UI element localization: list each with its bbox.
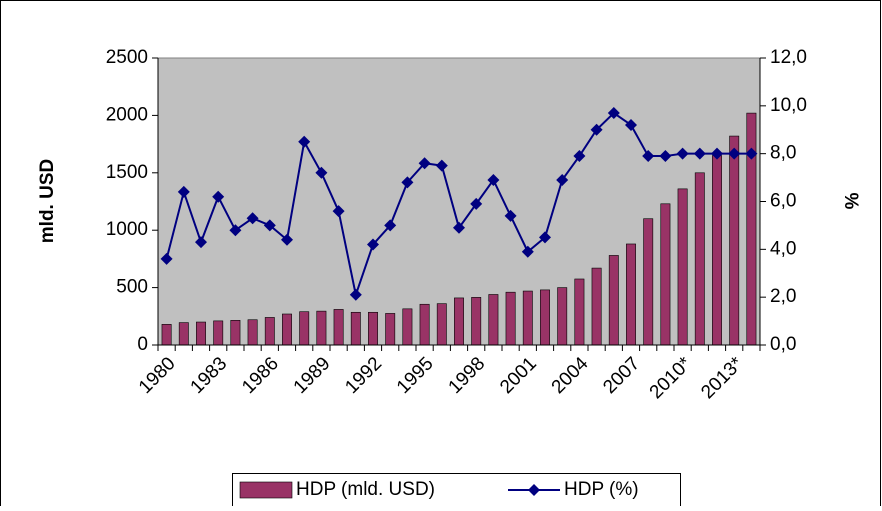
- marker: [728, 147, 741, 160]
- marker: [676, 147, 689, 160]
- legend-label: HDP (mld. USD): [296, 479, 435, 500]
- bar: [178, 322, 189, 346]
- marker: [229, 224, 242, 237]
- bar: [196, 321, 206, 346]
- bar: [505, 291, 516, 346]
- y-tick-label: 1000: [106, 219, 148, 240]
- y2-tick-label: 4,0: [770, 238, 796, 259]
- marker: [487, 173, 500, 186]
- bar: [282, 313, 292, 346]
- legend-swatch: [239, 481, 293, 499]
- bar: [522, 290, 533, 346]
- bar: [299, 311, 310, 346]
- bar: [402, 308, 413, 346]
- bar: [247, 319, 258, 346]
- y2-tick-label: 10,0: [770, 95, 807, 116]
- plot-area: [157, 57, 761, 346]
- y2-tick-label: 0,0: [770, 334, 796, 355]
- y-tick-label: 1500: [106, 162, 148, 183]
- bar: [471, 297, 482, 346]
- y-tick-label: 2500: [106, 47, 148, 68]
- legend-box: [232, 473, 681, 511]
- marker: [246, 212, 259, 225]
- bar: [385, 313, 396, 346]
- marker: [177, 185, 190, 198]
- legend: HDP (mld. USD) HDP (%): [232, 473, 681, 511]
- marker: [384, 219, 397, 232]
- marker: [607, 107, 620, 120]
- bar: [419, 303, 430, 346]
- marker: [504, 209, 517, 222]
- legend-label: HDP (%): [564, 479, 639, 500]
- bar: [316, 310, 327, 346]
- bar: [591, 267, 602, 346]
- bar: [264, 317, 275, 346]
- marker: [401, 176, 414, 189]
- marker: [693, 147, 706, 160]
- bar: [368, 311, 378, 346]
- bar: [213, 320, 224, 346]
- bar: [729, 135, 740, 346]
- bar: [333, 309, 344, 346]
- bar: [574, 278, 585, 346]
- marker: [212, 190, 225, 203]
- marker: [315, 166, 328, 179]
- bar: [454, 297, 464, 346]
- y2-tick-label: 12,0: [770, 47, 807, 68]
- marker: [573, 150, 586, 163]
- y2-tick-label: 2,0: [770, 286, 796, 307]
- marker: [435, 159, 448, 172]
- marker: [281, 233, 293, 246]
- marker: [263, 219, 276, 232]
- bar: [350, 311, 361, 346]
- bar: [660, 203, 671, 346]
- bar: [540, 289, 550, 346]
- y2-tick-label: 8,0: [770, 143, 796, 164]
- bar: [436, 303, 447, 346]
- marker: [745, 147, 758, 160]
- marker: [367, 238, 379, 251]
- marker: [711, 147, 723, 160]
- bar: [677, 188, 688, 346]
- marker: [332, 205, 345, 218]
- y-tick-label: 500: [116, 277, 148, 298]
- marker: [418, 157, 431, 170]
- marker: [659, 150, 672, 163]
- y-tick-label: 0: [137, 334, 148, 355]
- marker: [642, 150, 655, 163]
- marker: [470, 197, 483, 210]
- legend-marker: [528, 484, 540, 496]
- marker: [160, 252, 173, 265]
- marker: [453, 221, 465, 234]
- y-axis-title: mld. USD: [37, 159, 58, 243]
- bar: [626, 243, 636, 346]
- y-tick-label: 2000: [106, 104, 148, 125]
- marker: [349, 288, 362, 301]
- bar: [230, 320, 241, 346]
- bar: [694, 172, 705, 346]
- marker: [195, 236, 207, 249]
- marker: [590, 123, 603, 136]
- marker: [556, 173, 569, 186]
- marker: [521, 245, 534, 258]
- marker: [298, 135, 311, 148]
- bar: [161, 324, 172, 346]
- bar: [643, 218, 654, 346]
- bar: [488, 294, 499, 346]
- bar: [608, 255, 619, 346]
- marker: [625, 118, 637, 131]
- marker: [539, 231, 551, 244]
- bar: [557, 287, 568, 346]
- y2-tick-label: 6,0: [770, 191, 796, 212]
- bar: [712, 155, 722, 346]
- y2-axis-title: %: [840, 193, 861, 210]
